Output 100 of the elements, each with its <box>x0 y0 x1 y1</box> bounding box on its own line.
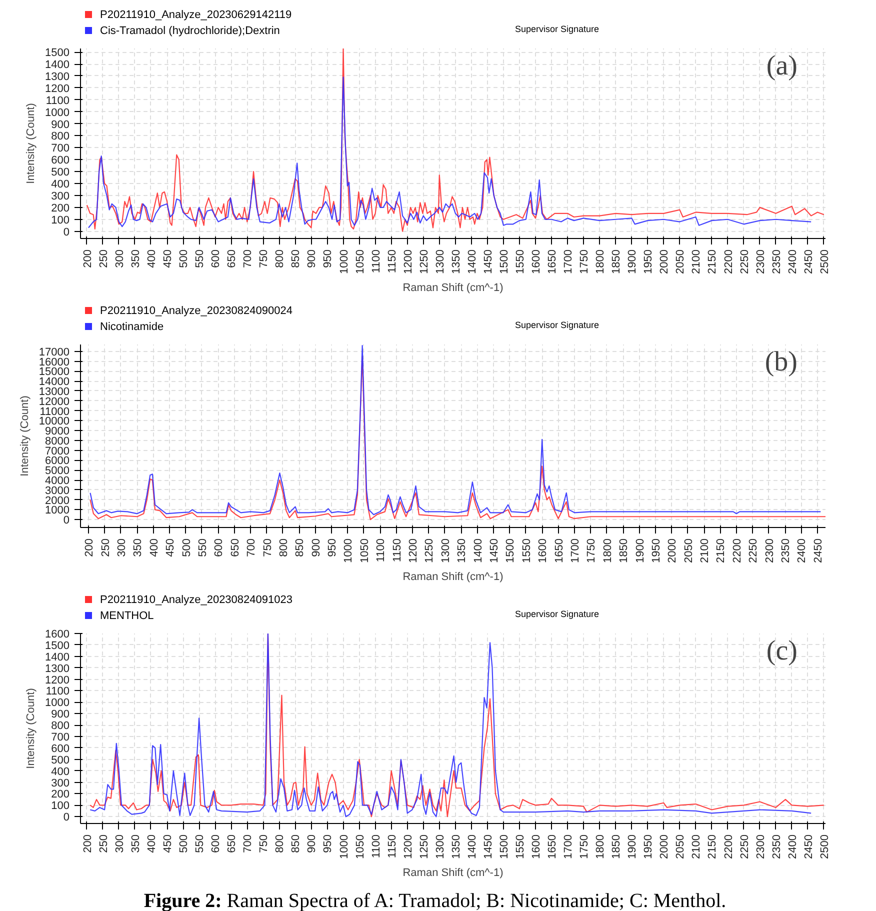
y-axis-title: Intensity (Count) <box>25 688 38 769</box>
y-tick-label: 13000 <box>38 386 70 398</box>
y-tick-label: 2000 <box>45 494 70 507</box>
x-tick-label: 1200 <box>402 834 414 859</box>
x-tick-label: 1700 <box>569 538 582 563</box>
x-tick-label: 1800 <box>602 538 614 563</box>
x-tick-label: 1900 <box>626 834 639 859</box>
x-tick-label: 1700 <box>562 834 575 859</box>
x-tick-label: 1900 <box>626 249 639 274</box>
x-tick-label: 2500 <box>818 834 831 859</box>
y-tick-label: 1200 <box>45 82 70 95</box>
x-tick-label: 700 <box>242 834 254 853</box>
x-tick-label: 2150 <box>706 249 719 274</box>
y-tick-label: 11000 <box>40 406 70 418</box>
x-tick-label: 1850 <box>610 834 623 859</box>
y-tick-label: 14000 <box>38 376 70 388</box>
annotation: (a) <box>766 50 798 82</box>
y-tick-label: 700 <box>51 732 70 744</box>
x-tick-label: 1250 <box>424 538 436 563</box>
x-tick-label: 1400 <box>472 538 484 563</box>
x-tick-label: 1250 <box>418 249 430 274</box>
y-tick-label: 7000 <box>45 445 70 458</box>
legend-label: Cis-Tramadol (hydrochloride);Dextrin <box>99 24 281 39</box>
y-tick-label: 0 <box>63 514 70 527</box>
x-tick-label: 1100 <box>370 250 382 274</box>
x-tick-label: 2050 <box>682 538 695 563</box>
x-tick-label: 800 <box>278 538 290 557</box>
x-tick-label: 400 <box>148 538 160 557</box>
x-tick-label: 2000 <box>658 249 671 274</box>
legend-label: P20211910_Analyze_20230629142119 <box>99 8 292 23</box>
x-tick-label: 1400 <box>466 249 478 274</box>
x-tick-label: 2200 <box>731 538 744 563</box>
x-tick-label: 350 <box>130 249 142 268</box>
x-tick-label: 650 <box>226 249 238 268</box>
x-tick-label: 700 <box>242 249 254 268</box>
x-tick-label: 1350 <box>450 834 462 859</box>
y-tick-label: 300 <box>51 190 70 202</box>
x-tick-label: 400 <box>146 834 158 853</box>
x-tick-label: 1750 <box>586 538 598 563</box>
x-tick-label: 650 <box>226 834 238 853</box>
x-tick-label: 2350 <box>780 538 792 563</box>
y-tick-label: 3000 <box>45 484 70 497</box>
legend-label: P20211910_Analyze_20230824091023 <box>99 593 292 608</box>
x-tick-label: 2300 <box>754 834 767 859</box>
x-tick-label: 2200 <box>722 249 735 274</box>
x-tick-label: 2350 <box>770 834 783 859</box>
x-tick-label: 2350 <box>770 249 783 274</box>
x-tick-label: 250 <box>98 834 110 853</box>
x-tick-label: 1400 <box>466 834 478 859</box>
x-tick-label: 1350 <box>450 249 462 274</box>
y-tick-label: 16000 <box>38 356 70 368</box>
x-tick-label: 550 <box>194 249 206 268</box>
x-tick-label: 950 <box>322 834 334 853</box>
y-tick-label: 1000 <box>45 504 70 517</box>
y-tick-label: 1000 <box>45 106 70 119</box>
x-tick-label: 1850 <box>618 538 630 563</box>
x-tick-label: 1650 <box>546 249 559 274</box>
text: Supervisor Signature <box>515 23 600 36</box>
y-tick-label: 800 <box>51 720 70 732</box>
x-tick-label: 450 <box>162 834 174 853</box>
x-tick-label: 2400 <box>786 834 799 859</box>
y-tick-label: 300 <box>51 777 70 790</box>
y-tick-label: 1300 <box>45 662 70 675</box>
y-tick-label: 1400 <box>45 59 70 72</box>
x-tick-label: 1500 <box>498 834 510 859</box>
x-tick-label: 300 <box>116 538 128 557</box>
x-tick-label: 450 <box>162 249 174 268</box>
x-tick-label: 500 <box>178 249 190 268</box>
x-tick-label: 2050 <box>674 834 687 859</box>
x-tick-label: 2250 <box>738 834 751 859</box>
x-tick-label: 200 <box>82 249 94 268</box>
y-tick-label: 9000 <box>45 426 70 438</box>
x-tick-label: 1700 <box>562 249 575 274</box>
annotation: (b) <box>764 346 798 378</box>
x-tick-label: 200 <box>84 538 96 557</box>
x-tick-label: 1100 <box>375 538 388 562</box>
x-tick-label: 1550 <box>514 249 526 274</box>
x-tick-label: 300 <box>114 834 126 853</box>
y-tick-label: 900 <box>51 708 70 721</box>
x-tick-label: 750 <box>258 249 270 268</box>
x-tick-label: 1350 <box>456 538 468 563</box>
x-tick-label: 1000 <box>338 249 350 274</box>
y-tick-label: 1500 <box>45 640 70 652</box>
x-tick-label: 2250 <box>748 538 760 563</box>
x-tick-label: 1950 <box>650 538 662 563</box>
x-tick-label: 200 <box>82 834 94 853</box>
x-tick-label: 1600 <box>530 834 543 859</box>
x-tick-label: 2150 <box>715 538 728 563</box>
y-tick-label: 800 <box>51 130 70 143</box>
x-tick-label: 1150 <box>391 538 404 562</box>
x-tick-label: 950 <box>326 538 339 557</box>
x-tick-label: 2450 <box>812 538 824 563</box>
x-tick-label: 600 <box>210 834 222 853</box>
x-tick-label: 700 <box>246 538 258 557</box>
x-tick-label: 600 <box>210 249 222 268</box>
x-tick-label: 1050 <box>354 834 366 859</box>
x-tick-label: 900 <box>310 538 322 557</box>
x-tick-label: 1600 <box>530 249 543 274</box>
x-tick-label: 1050 <box>354 249 366 274</box>
x-tick-label: 550 <box>196 538 209 557</box>
